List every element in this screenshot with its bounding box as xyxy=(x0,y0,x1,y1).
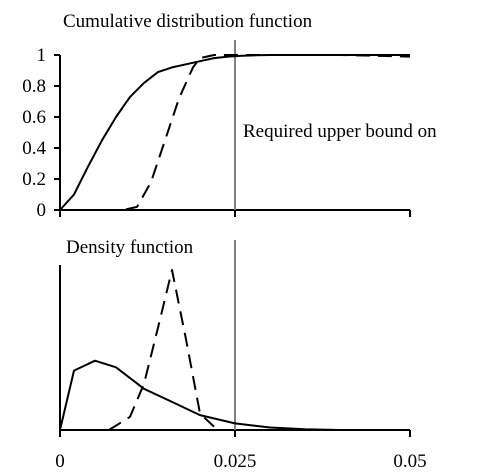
cdf-title: Cumulative distribution function xyxy=(63,11,313,32)
cdf-y-tick-label: 0 xyxy=(37,200,47,221)
cdf-series-dashed-line xyxy=(60,54,411,211)
cdf-y-tick-label: 0.6 xyxy=(22,107,46,128)
density-x-tick-label: 0.025 xyxy=(214,451,257,472)
density-x-tick-label: 0 xyxy=(55,451,65,472)
density-title: Density function xyxy=(66,237,194,258)
cdf-y-tick-label: 0.2 xyxy=(22,169,46,190)
cdf-y-tick-label: 0.4 xyxy=(22,138,46,159)
density-x-tick-label: 0.05 xyxy=(393,451,426,472)
cdf-panel: Cumulative distribution function 0 0.2 0.4… xyxy=(22,11,437,221)
density-panel: Density function 0 0.025 0.05 xyxy=(55,237,426,472)
cdf-y-tick-label: 0.8 xyxy=(22,76,46,97)
cdf-y-tick-label: 1 xyxy=(37,45,47,66)
cdf-annotation: Required upper bound on xyxy=(243,121,437,142)
density-series-solid-line xyxy=(59,359,410,431)
density-series-dashed-line xyxy=(108,269,215,431)
